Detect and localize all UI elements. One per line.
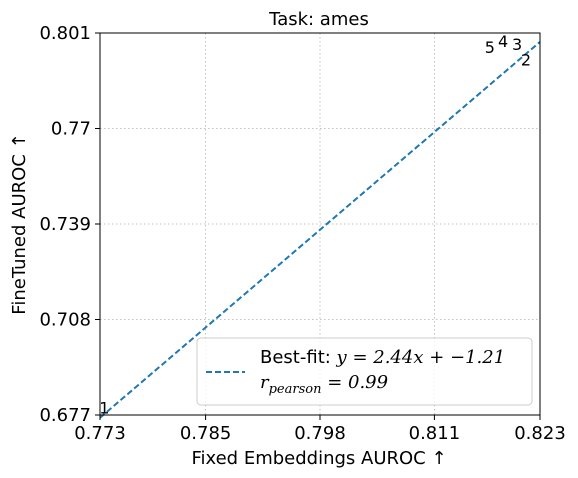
x-axis-label: Fixed Embeddings AUROC ↑: [191, 448, 446, 469]
x-tick-label: 0.798: [294, 423, 346, 444]
y-tick-label: 0.77: [51, 119, 91, 140]
y-tick-label: 0.708: [39, 310, 91, 331]
y-tick-label: 0.801: [39, 23, 91, 44]
point-label-3: 3: [512, 35, 522, 54]
legend-fit-equation: y = 2.44x + −1.21: [336, 347, 506, 368]
point-label-2: 2: [521, 50, 531, 69]
point-label-5: 5: [485, 38, 495, 57]
x-axis-ticks: 0.773 0.785 0.798 0.811 0.823: [74, 415, 566, 444]
y-axis-ticks: 0.677 0.708 0.739 0.77 0.801: [39, 23, 100, 426]
legend: Best-fit: y = 2.44x + −1.21 rpearson = 0…: [197, 338, 532, 405]
y-tick-label: 0.677: [39, 405, 91, 426]
legend-r-value: = 0.99: [321, 372, 388, 393]
x-tick-label: 0.773: [74, 423, 126, 444]
y-axis-label: FineTuned AUROC ↑: [9, 133, 30, 314]
x-tick-label: 0.785: [180, 423, 232, 444]
legend-fit-prefix: Best-fit:: [260, 347, 337, 368]
point-label-4: 4: [498, 32, 508, 51]
legend-fit-entry: Best-fit: y = 2.44x + −1.21: [260, 347, 505, 368]
y-tick-label: 0.739: [39, 214, 91, 235]
x-tick-label: 0.823: [514, 423, 566, 444]
x-tick-label: 0.811: [409, 423, 461, 444]
legend-r-subscript: pearson: [269, 382, 322, 397]
chart-title: Task: ames: [268, 9, 369, 30]
